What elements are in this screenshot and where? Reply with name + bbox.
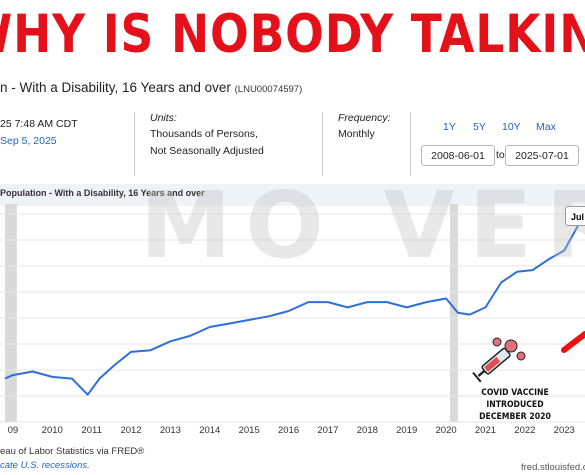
chart-header-band [0, 184, 585, 206]
frequency-label: Frequency: [338, 112, 391, 124]
frequency-value: Monthly [338, 128, 375, 140]
x-tick-label: 2022 [514, 425, 536, 436]
vaccine-icon [472, 337, 526, 383]
annotation-line2: DECEMBER 2020 [479, 412, 551, 422]
recession-band [450, 204, 458, 422]
divider [134, 112, 135, 176]
x-tick-label: 2019 [396, 425, 418, 436]
divider [410, 112, 411, 176]
x-tick-label: 2023 [553, 425, 575, 436]
units-line2: Not Seasonally Adjusted [150, 145, 264, 157]
x-tick-label: 2013 [159, 425, 181, 436]
x-tick-label: 2011 [81, 425, 102, 436]
source-note: eau of Labor Statistics via FRED® [0, 446, 145, 457]
line-chart [0, 184, 585, 423]
x-tick-label: 2020 [435, 425, 457, 436]
chart-title: Population - With a Disability, 16 Years… [0, 188, 205, 198]
updated-time: 25 7:48 AM CDT [0, 118, 78, 130]
range-10y-button[interactable]: 10Y [502, 121, 521, 133]
updated-info: 25 7:48 AM CDT Sep 5, 2025 [0, 106, 130, 176]
covid-vaccine-annotation: COVID VACCINE INTRODUCED DECEMBER 2020 [463, 387, 566, 423]
range-5y-button[interactable]: 5Y [473, 121, 486, 133]
recession-band [5, 204, 17, 422]
units-label: Units: [150, 112, 177, 124]
site-url: fred.stlouisfed.org [521, 462, 585, 473]
frequency-info: Frequency: Monthly [338, 106, 418, 176]
series-id: (LNU00074597) [234, 84, 303, 95]
red-arrow-icon [561, 331, 585, 353]
x-tick-label: 2021 [474, 425, 497, 436]
units-info: Units: Thousands of Persons, Not Seasona… [150, 106, 320, 176]
x-tick-label: 2016 [277, 425, 300, 436]
x-tick-label: 2012 [120, 425, 142, 436]
headline-text: WHY IS NOBODY TALKING ABOUT THIS [0, 4, 585, 65]
x-tick-label: 2014 [199, 425, 221, 436]
series-title: n - With a Disability, 16 Years and over… [0, 80, 302, 95]
release-date-link[interactable]: Sep 5, 2025 [0, 135, 57, 147]
annotation-line1: COVID VACCINE INTRODUCED [481, 388, 549, 410]
series-title-text: n - With a Disability, 16 Years and over [0, 80, 231, 95]
x-tick-label: 2015 [238, 425, 260, 436]
x-tick-label: 2018 [356, 425, 378, 436]
recession-link[interactable]: cate U.S. recessions. [0, 460, 90, 471]
end-date-input[interactable]: 2025-07-01 [505, 145, 579, 166]
divider [322, 112, 323, 176]
range-1y-button[interactable]: 1Y [443, 121, 456, 133]
range-max-button[interactable]: Max [536, 121, 556, 133]
chart-area[interactable] [0, 184, 585, 439]
headline-banner: WHY IS NOBODY TALKING ABOUT THIS [0, 0, 585, 72]
x-tick-label: 2017 [317, 425, 339, 436]
chart-tooltip: Jul 2 [565, 206, 585, 226]
date-range-separator: to [496, 149, 505, 161]
x-tick-label: 2010 [41, 425, 63, 436]
units-line1: Thousands of Persons, [150, 128, 258, 140]
start-date-input[interactable]: 2008-06-01 [421, 145, 495, 166]
x-tick-label: 09 [7, 425, 19, 436]
series-line [4, 221, 581, 396]
